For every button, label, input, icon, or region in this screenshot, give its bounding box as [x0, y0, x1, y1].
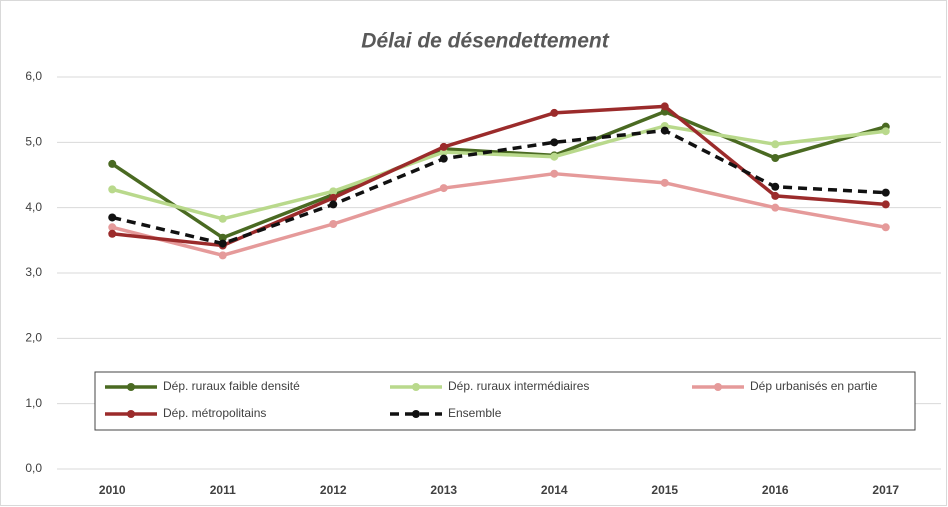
point: [550, 152, 559, 161]
point: [108, 159, 117, 168]
point: [660, 126, 669, 135]
point: [108, 213, 117, 222]
series-line: [111, 128, 886, 246]
point: [329, 193, 338, 202]
point: [329, 220, 338, 228]
point: [771, 203, 780, 212]
legend-label: Dép. métropolitains: [163, 406, 266, 420]
legend-marker: [127, 410, 135, 418]
point: [881, 188, 890, 197]
x-tick-label: 2011: [210, 483, 236, 497]
y-tick-label: 5,0: [25, 135, 42, 149]
point: [771, 191, 780, 200]
point: [108, 223, 117, 232]
point: [218, 251, 227, 260]
series-line: [111, 171, 887, 258]
point: [439, 142, 448, 151]
y-tick-label: 6,0: [25, 69, 42, 83]
legend-label: Dép. ruraux faible densité: [163, 379, 300, 393]
legend-marker: [714, 383, 722, 391]
y-tick-label: 3,0: [25, 265, 42, 279]
point: [108, 229, 117, 238]
point: [439, 184, 448, 193]
y-tick-label: 1,0: [25, 396, 42, 410]
x-tick-label: 2010: [99, 483, 126, 497]
point: [660, 102, 669, 111]
point: [550, 108, 559, 117]
x-tick-label: 2012: [320, 483, 347, 497]
legend-box: [94, 371, 916, 431]
point: [771, 140, 780, 149]
x-tick-label: 2016: [762, 483, 789, 497]
x-tick-label: 2013: [430, 483, 457, 497]
legend-label: Dép urbanisés en partie: [750, 379, 878, 393]
legend-label: Ensemble: [448, 406, 502, 420]
point: [881, 223, 890, 232]
point: [439, 154, 448, 163]
point: [108, 185, 117, 194]
legend-marker: [127, 383, 135, 391]
point: [218, 233, 227, 242]
y-tick-label: 0,0: [25, 461, 42, 475]
point: [660, 178, 669, 187]
legend-marker: [412, 383, 420, 391]
x-tick-label: 2014: [541, 483, 568, 497]
point: [218, 214, 227, 223]
series-line: [111, 124, 886, 221]
y-tick-label: 2,0: [25, 331, 42, 345]
point: [881, 127, 890, 136]
point: [550, 138, 559, 147]
x-tick-label: 2017: [872, 483, 899, 497]
series-line: [112, 104, 886, 248]
point: [771, 154, 780, 163]
point: [218, 239, 227, 248]
point: [881, 200, 890, 209]
chart-title: Délai de désendettement: [361, 30, 609, 53]
legend-marker: [412, 410, 420, 418]
legend-label: Dép. ruraux intermédiaires: [448, 379, 589, 393]
point: [771, 182, 780, 191]
point: [329, 200, 338, 209]
point: [550, 169, 559, 178]
point: [329, 187, 338, 196]
y-tick-label: 4,0: [25, 200, 42, 214]
x-tick-label: 2015: [651, 483, 678, 497]
